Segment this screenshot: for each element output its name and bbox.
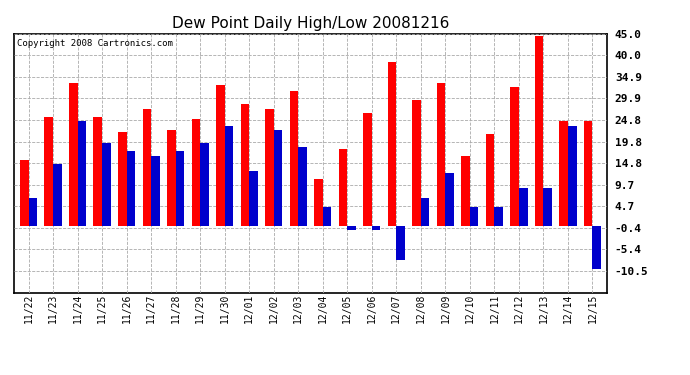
Bar bbox=[93, 117, 102, 226]
Bar bbox=[274, 130, 282, 226]
Bar bbox=[53, 164, 61, 226]
Bar bbox=[388, 62, 396, 226]
Bar bbox=[544, 188, 552, 226]
Bar bbox=[396, 226, 405, 260]
Bar bbox=[167, 130, 176, 226]
Bar bbox=[412, 100, 421, 226]
Text: Copyright 2008 Cartronics.com: Copyright 2008 Cartronics.com bbox=[17, 39, 172, 48]
Bar bbox=[568, 126, 577, 226]
Bar bbox=[372, 226, 380, 231]
Bar bbox=[77, 122, 86, 226]
Bar bbox=[470, 207, 478, 226]
Bar bbox=[593, 226, 601, 269]
Bar bbox=[143, 109, 151, 226]
Bar bbox=[347, 226, 356, 231]
Bar bbox=[462, 156, 470, 226]
Bar bbox=[437, 83, 445, 226]
Bar bbox=[69, 83, 77, 226]
Bar bbox=[176, 152, 184, 226]
Bar bbox=[560, 122, 568, 226]
Bar bbox=[200, 143, 209, 226]
Bar bbox=[225, 126, 233, 226]
Bar bbox=[421, 198, 429, 226]
Bar bbox=[265, 109, 274, 226]
Bar bbox=[290, 92, 298, 226]
Bar bbox=[126, 152, 135, 226]
Bar bbox=[298, 147, 307, 226]
Bar bbox=[314, 179, 323, 226]
Bar bbox=[323, 207, 331, 226]
Bar bbox=[584, 122, 593, 226]
Bar bbox=[28, 198, 37, 226]
Bar bbox=[249, 171, 258, 226]
Bar bbox=[216, 85, 225, 226]
Bar bbox=[363, 113, 372, 226]
Bar bbox=[535, 36, 544, 226]
Bar bbox=[486, 134, 495, 226]
Bar bbox=[20, 160, 28, 226]
Bar bbox=[102, 143, 110, 226]
Bar bbox=[151, 156, 159, 226]
Bar bbox=[118, 132, 126, 226]
Bar bbox=[44, 117, 53, 226]
Bar bbox=[495, 207, 503, 226]
Bar bbox=[192, 119, 200, 226]
Bar bbox=[511, 87, 519, 226]
Bar bbox=[519, 188, 528, 226]
Bar bbox=[241, 104, 249, 226]
Title: Dew Point Daily High/Low 20081216: Dew Point Daily High/Low 20081216 bbox=[172, 16, 449, 31]
Bar bbox=[445, 173, 454, 226]
Bar bbox=[339, 149, 347, 226]
